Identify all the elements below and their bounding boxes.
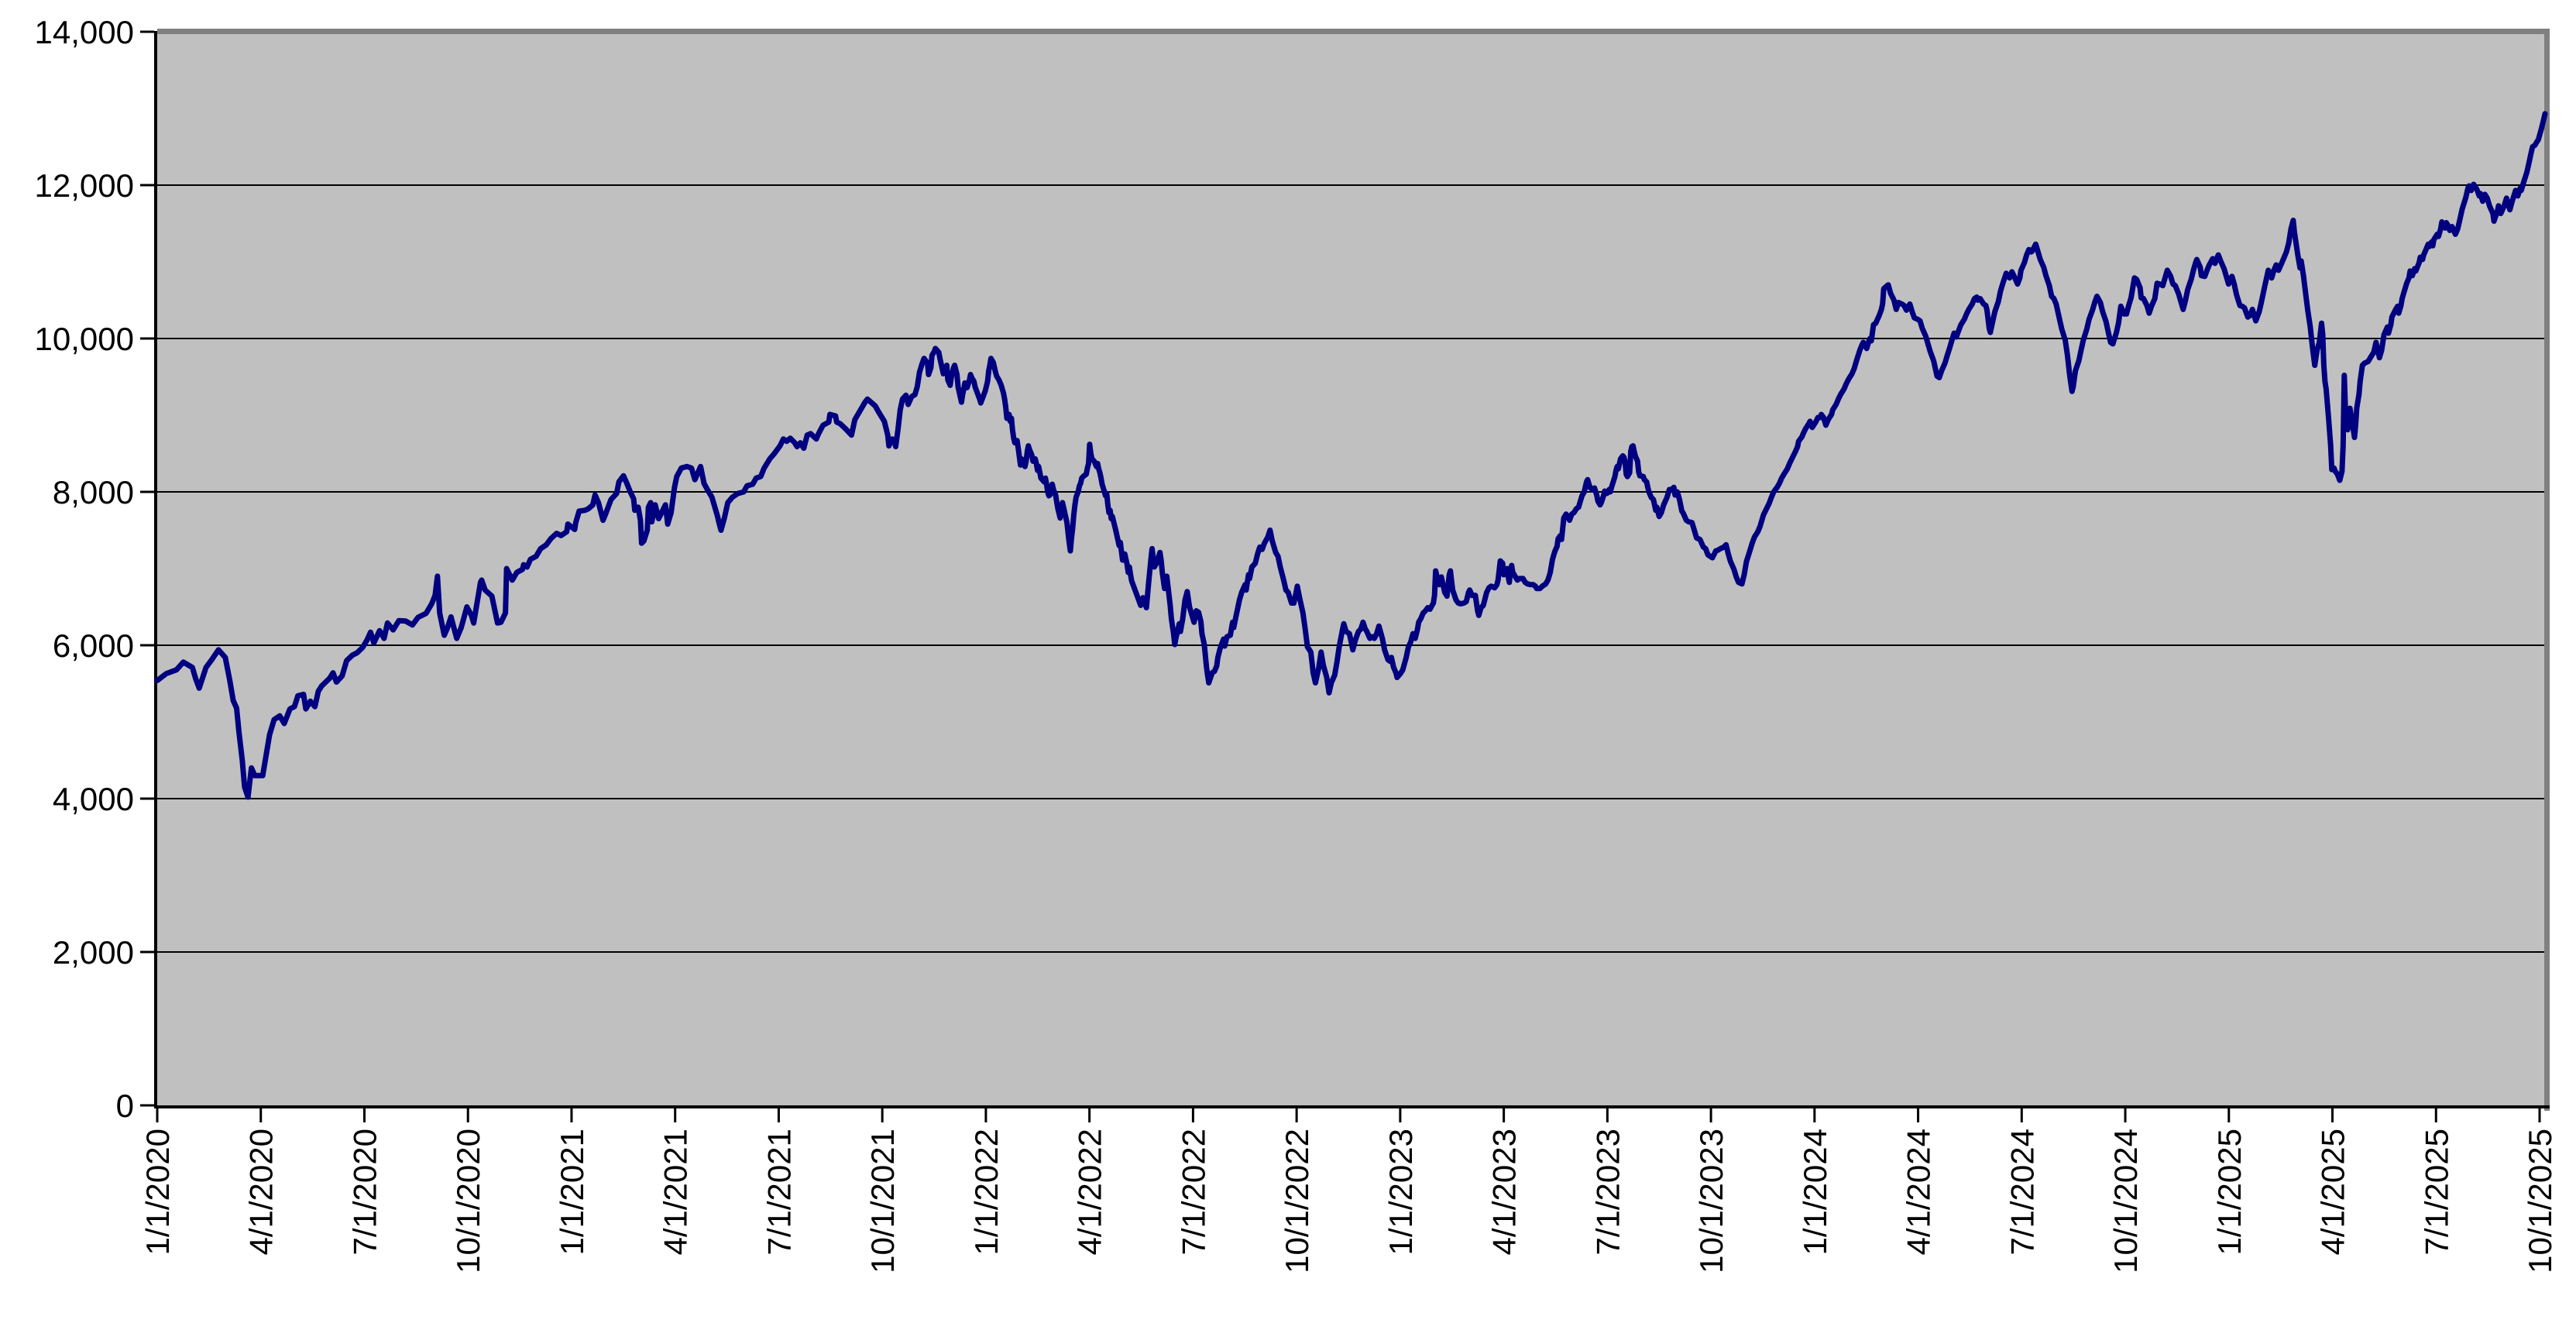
x-tick-label: 7/1/2020 <box>346 1129 383 1256</box>
x-tick-label: 7/1/2023 <box>1589 1129 1626 1256</box>
x-tick-label: 10/1/2020 <box>450 1129 486 1273</box>
x-axis-labels: 1/1/2020 4/1/2020 7/1/2020 10/1/2020 1/1/202… <box>139 1129 2558 1273</box>
x-tick-label: 1/1/2023 <box>1382 1129 1419 1256</box>
x-tick-label: 4/1/2022 <box>1072 1129 1108 1256</box>
x-tick-label: 10/1/2021 <box>864 1129 901 1273</box>
axis-ticks <box>140 30 2541 1122</box>
x-tick-label: 1/1/2021 <box>554 1129 590 1256</box>
x-tick-label: 7/1/2021 <box>761 1129 797 1256</box>
x-tick-label: 1/1/2020 <box>139 1129 176 1256</box>
x-tick-label: 4/1/2021 <box>658 1129 694 1256</box>
x-tick-label: 7/1/2022 <box>1175 1129 1211 1256</box>
plot-area <box>157 32 2544 1105</box>
x-tick-label: 10/1/2023 <box>1693 1129 1729 1273</box>
x-tick-label: 4/1/2024 <box>1901 1129 1937 1256</box>
y-tick-label: 2,000 <box>53 934 134 971</box>
y-tick-label: 4,000 <box>53 781 134 817</box>
y-tick-label: 6,000 <box>53 627 134 664</box>
axes <box>154 31 2550 1108</box>
x-tick-label: 4/1/2020 <box>243 1129 280 1256</box>
data-series-line <box>154 111 2548 800</box>
y-tick-label: 12,000 <box>35 167 134 204</box>
x-tick-label: 10/1/2022 <box>1279 1129 1315 1273</box>
y-tick-label: 0 <box>116 1088 134 1124</box>
x-tick-label: 4/1/2025 <box>2315 1129 2351 1256</box>
x-tick-label: 7/1/2025 <box>2418 1129 2454 1256</box>
plot-border <box>157 29 2550 1111</box>
x-tick-label: 10/1/2024 <box>2107 1129 2144 1273</box>
x-tick-label: 1/1/2024 <box>1797 1129 1833 1256</box>
y-axis-labels: 0 2,000 4,000 6,000 8,000 10,000 12,000 14,000 <box>35 14 134 1124</box>
x-tick-label: 4/1/2023 <box>1486 1129 1523 1256</box>
x-tick-label: 7/1/2024 <box>2004 1129 2040 1256</box>
x-tick-label: 1/1/2022 <box>968 1129 1005 1256</box>
x-tick-label: 1/1/2025 <box>2211 1129 2248 1256</box>
y-tick-label: 10,000 <box>35 321 134 357</box>
y-tick-label: 14,000 <box>35 14 134 50</box>
x-tick-label: 10/1/2025 <box>2522 1129 2558 1273</box>
y-tick-label: 8,000 <box>53 474 134 510</box>
